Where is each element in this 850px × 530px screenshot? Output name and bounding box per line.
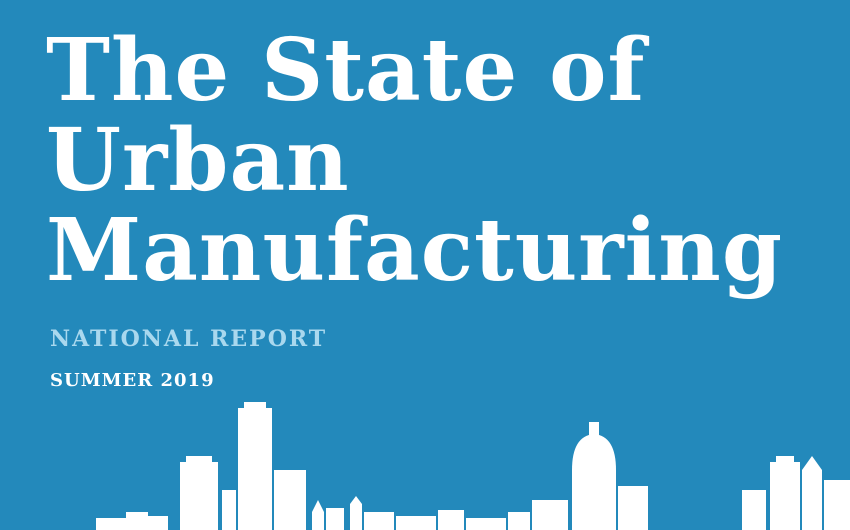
title-line-2: Urban — [46, 110, 350, 211]
report-subtitle: NATIONAL REPORT — [50, 326, 328, 352]
title-line-3: Manufacturing — [46, 200, 783, 301]
report-title: The State of Urban Manufacturing — [46, 26, 836, 296]
city-skyline-illustration — [96, 402, 850, 530]
title-line-1: The State of — [46, 20, 646, 121]
report-date: SUMMER 2019 — [50, 370, 215, 391]
